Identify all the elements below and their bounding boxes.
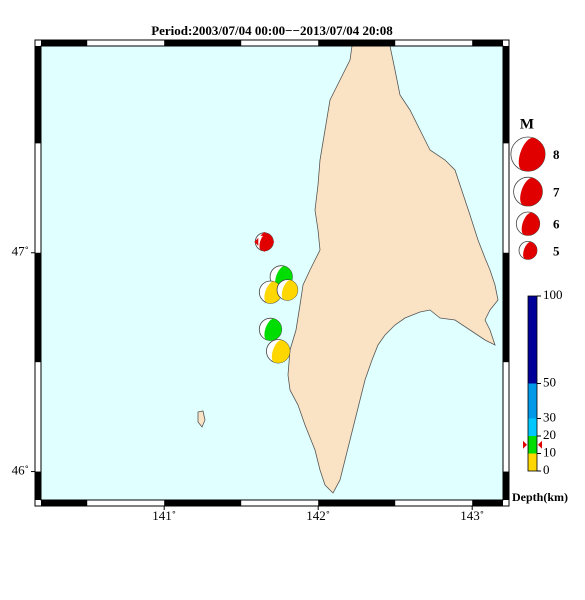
frame-bar xyxy=(318,40,396,46)
land xyxy=(287,45,499,494)
frame-bar xyxy=(41,500,88,506)
frame-bar xyxy=(164,500,242,506)
beachball-lobe xyxy=(518,137,546,172)
y-tick-label: 46˚ xyxy=(12,463,29,478)
depth-color-segment xyxy=(528,418,537,436)
frame-bar xyxy=(41,40,88,46)
latest-depth-marker xyxy=(538,440,542,449)
mag-legend-ball xyxy=(515,211,541,236)
x-tick-label: 142˚ xyxy=(306,508,330,523)
latest-marker xyxy=(270,237,275,246)
frame-bar xyxy=(503,46,509,144)
latest-marker xyxy=(260,247,269,252)
beachball-lobe xyxy=(281,280,298,301)
mag-legend-label: 6 xyxy=(553,217,560,232)
depth-color-segment xyxy=(528,383,537,419)
depth-tick-label: 20 xyxy=(543,427,556,442)
depth-tick-label: 100 xyxy=(543,287,563,302)
latest-marker xyxy=(260,231,269,236)
depth-tick-label: 50 xyxy=(543,374,556,389)
frame-bar xyxy=(164,40,242,46)
mag-legend-ball xyxy=(510,136,546,172)
mag-legend-ball xyxy=(513,176,543,207)
focal-mechanism xyxy=(276,279,299,301)
beachball-lobe xyxy=(264,318,282,341)
mag-legend-ball xyxy=(518,240,538,260)
mag-legend-label: 5 xyxy=(553,243,560,258)
depth-color-segment xyxy=(528,453,537,471)
frame-bar xyxy=(318,500,396,506)
frame-bar xyxy=(472,500,503,506)
x-tick-label: 143˚ xyxy=(460,508,484,523)
frame-bar xyxy=(503,471,509,500)
beachball-lobe xyxy=(523,241,537,260)
latest-marker xyxy=(254,237,259,246)
x-tick-label: 141˚ xyxy=(152,508,176,523)
beachball-lobe xyxy=(259,233,274,251)
focal-mechanism xyxy=(266,339,291,364)
focal-mechanism xyxy=(258,317,283,341)
depth-color-segment xyxy=(528,296,537,384)
beachball-lobe xyxy=(520,177,543,206)
island xyxy=(197,410,206,428)
depth-tick-label: 0 xyxy=(543,462,550,477)
frame-bar xyxy=(35,46,41,144)
frame-bar xyxy=(472,40,503,46)
beachball-lobe xyxy=(521,212,540,236)
y-tick-label: 47˚ xyxy=(12,244,29,259)
mag-legend-label: 8 xyxy=(553,147,560,162)
frame-bar xyxy=(35,471,41,500)
latest-depth-marker xyxy=(523,440,527,449)
frame-bar xyxy=(503,252,509,363)
beachball-lobe xyxy=(271,340,290,363)
mag-legend-label: 7 xyxy=(553,185,560,200)
mag-legend-title: M xyxy=(520,116,534,132)
map-title: Period:2003/07/04 00:00−−2013/07/04 20:0… xyxy=(151,23,393,38)
depth-tick-label: 10 xyxy=(543,444,556,459)
depth-color-segment xyxy=(528,436,537,454)
depth-legend-title: Depth(km) xyxy=(512,490,568,504)
depth-tick-label: 30 xyxy=(543,409,556,424)
frame-bar xyxy=(35,252,41,363)
